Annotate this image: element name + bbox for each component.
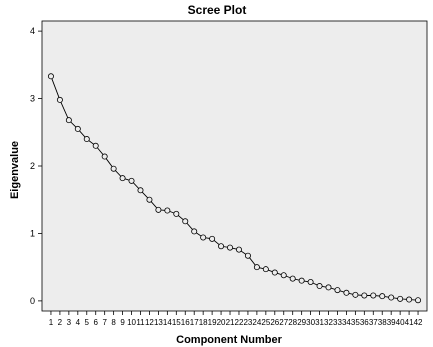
x-tick-label: 9: [120, 318, 125, 327]
x-tick-label: 7: [102, 318, 107, 327]
data-point-marker: [56, 96, 63, 103]
data-point-marker: [307, 278, 314, 285]
x-tick-label: 23: [243, 318, 252, 327]
x-tick-label: 16: [181, 318, 190, 327]
x-tick-label: 42: [414, 318, 423, 327]
x-tick-label: 26: [270, 318, 279, 327]
x-tick-label: 15: [172, 318, 181, 327]
x-tick-label: 28: [288, 318, 297, 327]
x-tick-label: 2: [58, 318, 63, 327]
x-tick-label: 8: [111, 318, 116, 327]
data-point-marker: [316, 283, 323, 290]
x-tick-label: 25: [261, 318, 270, 327]
data-point-marker: [352, 291, 359, 298]
x-tick-label: 27: [279, 318, 288, 327]
data-point-marker: [218, 243, 225, 250]
y-tick-label: 3: [30, 94, 35, 104]
x-axis-title: Component Number: [176, 334, 282, 346]
data-point-marker: [65, 117, 72, 124]
data-point-marker: [173, 210, 180, 217]
x-tick-label: 36: [360, 318, 369, 327]
data-point-marker: [370, 292, 377, 299]
x-tick-label: 29: [297, 318, 306, 327]
data-point-marker: [101, 153, 108, 160]
data-point-marker: [110, 165, 117, 172]
x-tick-label: 17: [190, 318, 199, 327]
x-tick-label: 34: [342, 318, 351, 327]
x-tick-label: 10: [127, 318, 136, 327]
y-tick-label: 0: [30, 296, 35, 306]
x-tick-label: 24: [252, 318, 261, 327]
data-point-marker: [262, 266, 269, 273]
data-point-marker: [415, 297, 422, 304]
data-point-marker: [244, 252, 251, 259]
data-point-marker: [325, 284, 332, 291]
x-tick-label: 13: [154, 318, 163, 327]
x-tick-label: 35: [351, 318, 360, 327]
x-tick-label: 3: [67, 318, 72, 327]
x-tick-label: 19: [208, 318, 217, 327]
data-point-marker: [92, 142, 99, 149]
x-tick-label: 14: [163, 318, 172, 327]
x-tick-label: 30: [306, 318, 315, 327]
data-point-marker: [83, 136, 90, 143]
y-tick-label: 1: [30, 228, 35, 238]
data-point-marker: [271, 269, 278, 276]
data-point-marker: [253, 264, 260, 271]
x-tick-label: 40: [396, 318, 405, 327]
data-point-marker: [334, 287, 341, 294]
x-tick-label: 11: [136, 318, 145, 327]
data-point-marker: [361, 292, 368, 299]
data-point-marker: [137, 187, 144, 194]
data-point-marker: [182, 218, 189, 225]
data-point-marker: [388, 294, 395, 301]
y-tick-label: 4: [30, 26, 35, 36]
data-point-marker: [397, 295, 404, 302]
data-point-marker: [289, 275, 296, 282]
x-tick-label: 12: [145, 318, 154, 327]
data-point-marker: [74, 125, 81, 132]
y-axis-title: Eigenvalue: [9, 141, 21, 199]
data-point-marker: [128, 177, 135, 184]
x-tick-label: 20: [217, 318, 226, 327]
chart-title: Scree Plot: [188, 3, 247, 17]
x-tick-label: 41: [405, 318, 414, 327]
data-point-marker: [119, 175, 126, 182]
x-tick-label: 5: [85, 318, 90, 327]
x-tick-label: 4: [76, 318, 81, 327]
plot-area: [41, 20, 428, 312]
data-point-marker: [227, 244, 234, 251]
x-tick-label: 21: [226, 318, 235, 327]
data-point-marker: [343, 289, 350, 296]
data-point-marker: [47, 73, 54, 80]
x-tick-label: 18: [199, 318, 208, 327]
data-point-marker: [379, 293, 386, 300]
data-point-marker: [191, 228, 198, 235]
data-point-marker: [155, 206, 162, 213]
x-tick-label: 38: [378, 318, 387, 327]
x-tick-label: 22: [235, 318, 244, 327]
data-point-marker: [200, 234, 207, 241]
x-tick-label: 39: [387, 318, 396, 327]
x-tick-label: 32: [324, 318, 333, 327]
data-point-marker: [298, 277, 305, 284]
data-point-marker: [406, 296, 413, 303]
x-tick-label: 33: [333, 318, 342, 327]
data-point-marker: [146, 196, 153, 203]
x-tick-label: 31: [315, 318, 324, 327]
x-tick-label: 6: [93, 318, 98, 327]
y-tick-label: 2: [30, 161, 35, 171]
series-eigenvalue: [47, 73, 422, 304]
data-point-marker: [209, 235, 216, 242]
data-point-marker: [235, 246, 242, 253]
data-point-marker: [280, 272, 287, 279]
x-tick-label: 37: [369, 318, 378, 327]
x-tick-label: 1: [49, 318, 54, 327]
data-point-marker: [164, 207, 171, 214]
